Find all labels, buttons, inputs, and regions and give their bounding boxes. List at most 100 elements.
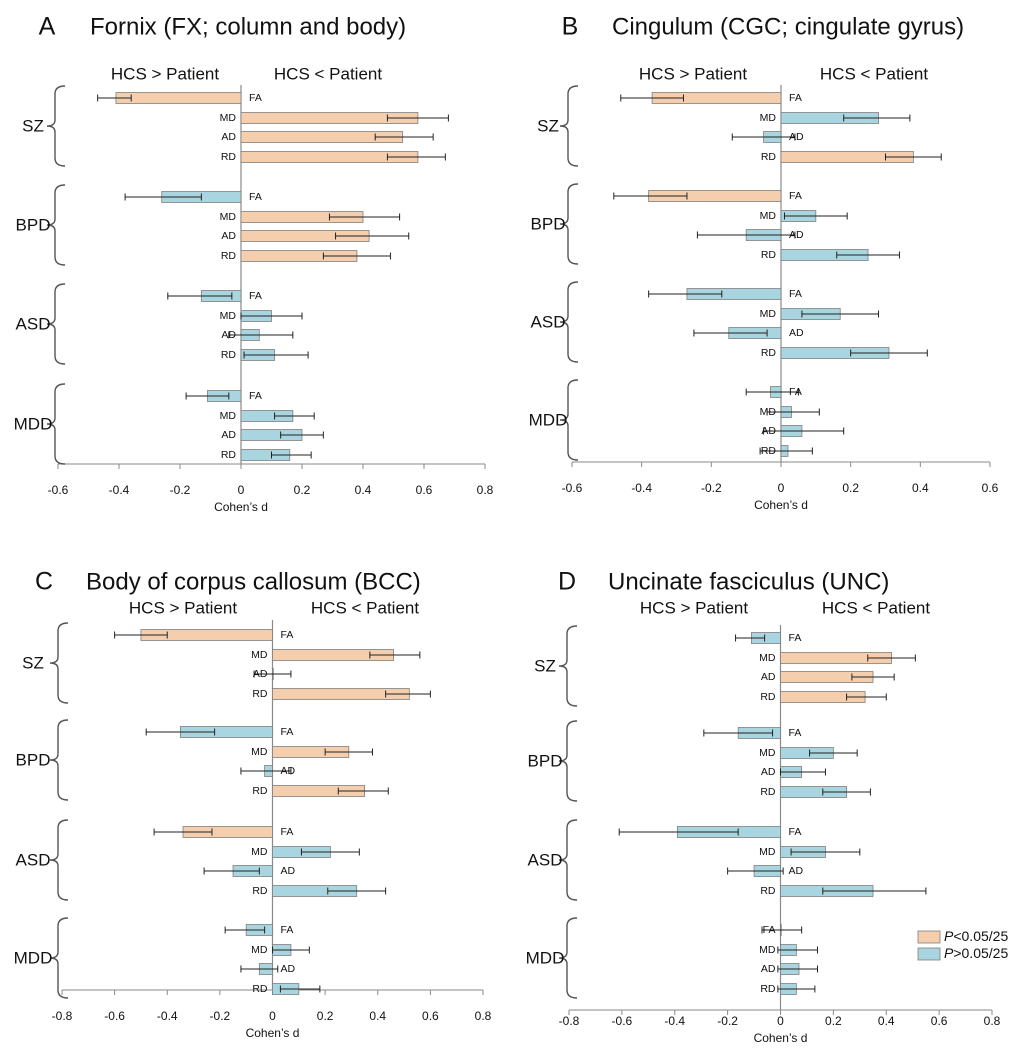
metric-label: FA: [763, 924, 776, 936]
x-tick-label: -0.8: [559, 1014, 580, 1028]
metric-label: MD: [760, 210, 777, 222]
metric-label: AD: [281, 865, 296, 877]
group-bpd: BPD FA MD AD RD: [531, 183, 900, 265]
metric-label: AD: [761, 425, 776, 437]
x-tick-label: -0.8: [52, 1009, 73, 1023]
metric-label: MD: [220, 211, 237, 223]
metric-label: FA: [789, 632, 802, 644]
group-label: BPD: [528, 751, 563, 770]
x-axis-title: Cohen’s d: [246, 1026, 300, 1040]
group-label: SZ: [22, 653, 44, 672]
metric-label: FA: [249, 390, 262, 402]
legend-swatch: [917, 947, 941, 961]
metric-label: AD: [789, 327, 804, 339]
group-label: ASD: [16, 850, 51, 869]
x-tick-label: 0.4: [878, 1014, 895, 1028]
bar-fa: [115, 92, 242, 104]
x-tick-label: 0: [238, 483, 245, 497]
metric-label: MD: [251, 746, 268, 758]
metric-label: RD: [761, 151, 777, 163]
group-asd: ASD FA MD AD RD: [16, 819, 387, 901]
direction-label-right: HCS < Patient: [822, 598, 930, 617]
group-label: BPD: [16, 750, 51, 769]
metric-label: AD: [281, 963, 296, 975]
x-tick-label: -0.6: [612, 1014, 633, 1028]
metric-label: RD: [761, 249, 777, 261]
metric-label: MD: [759, 747, 776, 759]
metric-label: MD: [251, 846, 268, 858]
metric-label: RD: [760, 885, 776, 897]
metric-label: MD: [220, 310, 237, 322]
x-tick-label: -0.6: [48, 483, 69, 497]
x-axis-title: Cohen’s d: [754, 498, 808, 512]
metric-label: AD: [253, 668, 268, 680]
group-sz: SZ FA MD AD RD: [534, 625, 916, 707]
metric-label: RD: [760, 983, 776, 995]
group-brace: [559, 85, 579, 167]
group-brace: [49, 719, 69, 801]
group-label: MDD: [14, 414, 53, 433]
group-mdd: MDD FA MD AD RD: [526, 917, 819, 999]
metric-label: MD: [251, 944, 268, 956]
panel-title: Uncinate fasciculus (UNC): [608, 568, 889, 595]
x-tick-label: -0.2: [717, 1014, 738, 1028]
group-brace: [559, 281, 579, 363]
x-tick-label: 0.2: [842, 481, 859, 495]
metric-label: FA: [789, 386, 802, 398]
group-label: MDD: [526, 948, 565, 967]
metric-label: AD: [221, 329, 236, 341]
group-brace: [46, 383, 66, 465]
group-label: ASD: [16, 314, 51, 333]
metric-label: RD: [221, 349, 237, 361]
x-tick-label: -0.6: [562, 481, 583, 495]
metric-label: AD: [761, 963, 776, 975]
metric-label: AD: [761, 671, 776, 683]
metric-label: RD: [252, 785, 268, 797]
x-tick-label: 0.6: [931, 1014, 948, 1028]
metric-label: FA: [789, 190, 802, 202]
panel-d: D Uncinate fasciculus (UNC) HCS > Patient H…: [526, 568, 1009, 1046]
metric-label: FA: [249, 191, 262, 203]
group-brace: [46, 283, 66, 365]
x-tick-label: 0.2: [825, 1014, 842, 1028]
group-sz: SZ FA MD AD RD: [537, 85, 942, 167]
metric-label: AD: [761, 766, 776, 778]
panel-letter: A: [39, 13, 56, 41]
direction-label-right: HCS < Patient: [820, 64, 928, 83]
group-mdd: MDD FA MD AD RD: [14, 917, 321, 999]
metric-label: MD: [759, 944, 776, 956]
x-tick-label: -0.2: [210, 1009, 231, 1023]
x-axis-title: Cohen’s d: [754, 1031, 808, 1045]
metric-label: RD: [252, 688, 268, 700]
x-tick-label: -0.4: [631, 481, 652, 495]
group-label: ASD: [531, 312, 566, 331]
x-tick-label: 0: [778, 481, 785, 495]
group-asd: ASD FA MD AD RD: [528, 819, 927, 901]
metric-label: FA: [281, 924, 294, 936]
group-brace: [558, 720, 578, 802]
metric-label: AD: [281, 765, 296, 777]
panel-b: B Cingulum (CGC; cingulate gyrus) HCS > Pa…: [529, 13, 999, 513]
group-sz: SZ FA MD AD RD: [22, 622, 431, 704]
panel-letter: B: [562, 13, 579, 41]
group-label: MDD: [14, 948, 53, 967]
x-tick-label: 0: [269, 1009, 276, 1023]
metric-label: RD: [221, 250, 237, 262]
x-tick-label: -0.2: [170, 483, 191, 497]
x-tick-label: -0.4: [157, 1009, 178, 1023]
group-brace: [46, 85, 66, 167]
panel-title: Fornix (FX; column and body): [90, 13, 406, 40]
legend-label: P<0.05/25: [944, 928, 1008, 944]
group-sz: SZ FA MD AD RD: [22, 85, 449, 167]
direction-label-left: HCS > Patient: [640, 598, 748, 617]
metric-label: MD: [251, 649, 268, 661]
panel-title: Body of corpus callosum (BCC): [86, 568, 421, 595]
direction-label-left: HCS > Patient: [639, 64, 747, 83]
x-tick-label: 0.8: [477, 483, 494, 497]
direction-label-left: HCS > Patient: [111, 64, 219, 83]
x-tick-label: 0.2: [317, 1009, 334, 1023]
legend: P<0.05/25P>0.05/25: [917, 928, 1008, 961]
direction-label-right: HCS < Patient: [311, 598, 419, 617]
x-tick-label: 0.6: [422, 1009, 439, 1023]
